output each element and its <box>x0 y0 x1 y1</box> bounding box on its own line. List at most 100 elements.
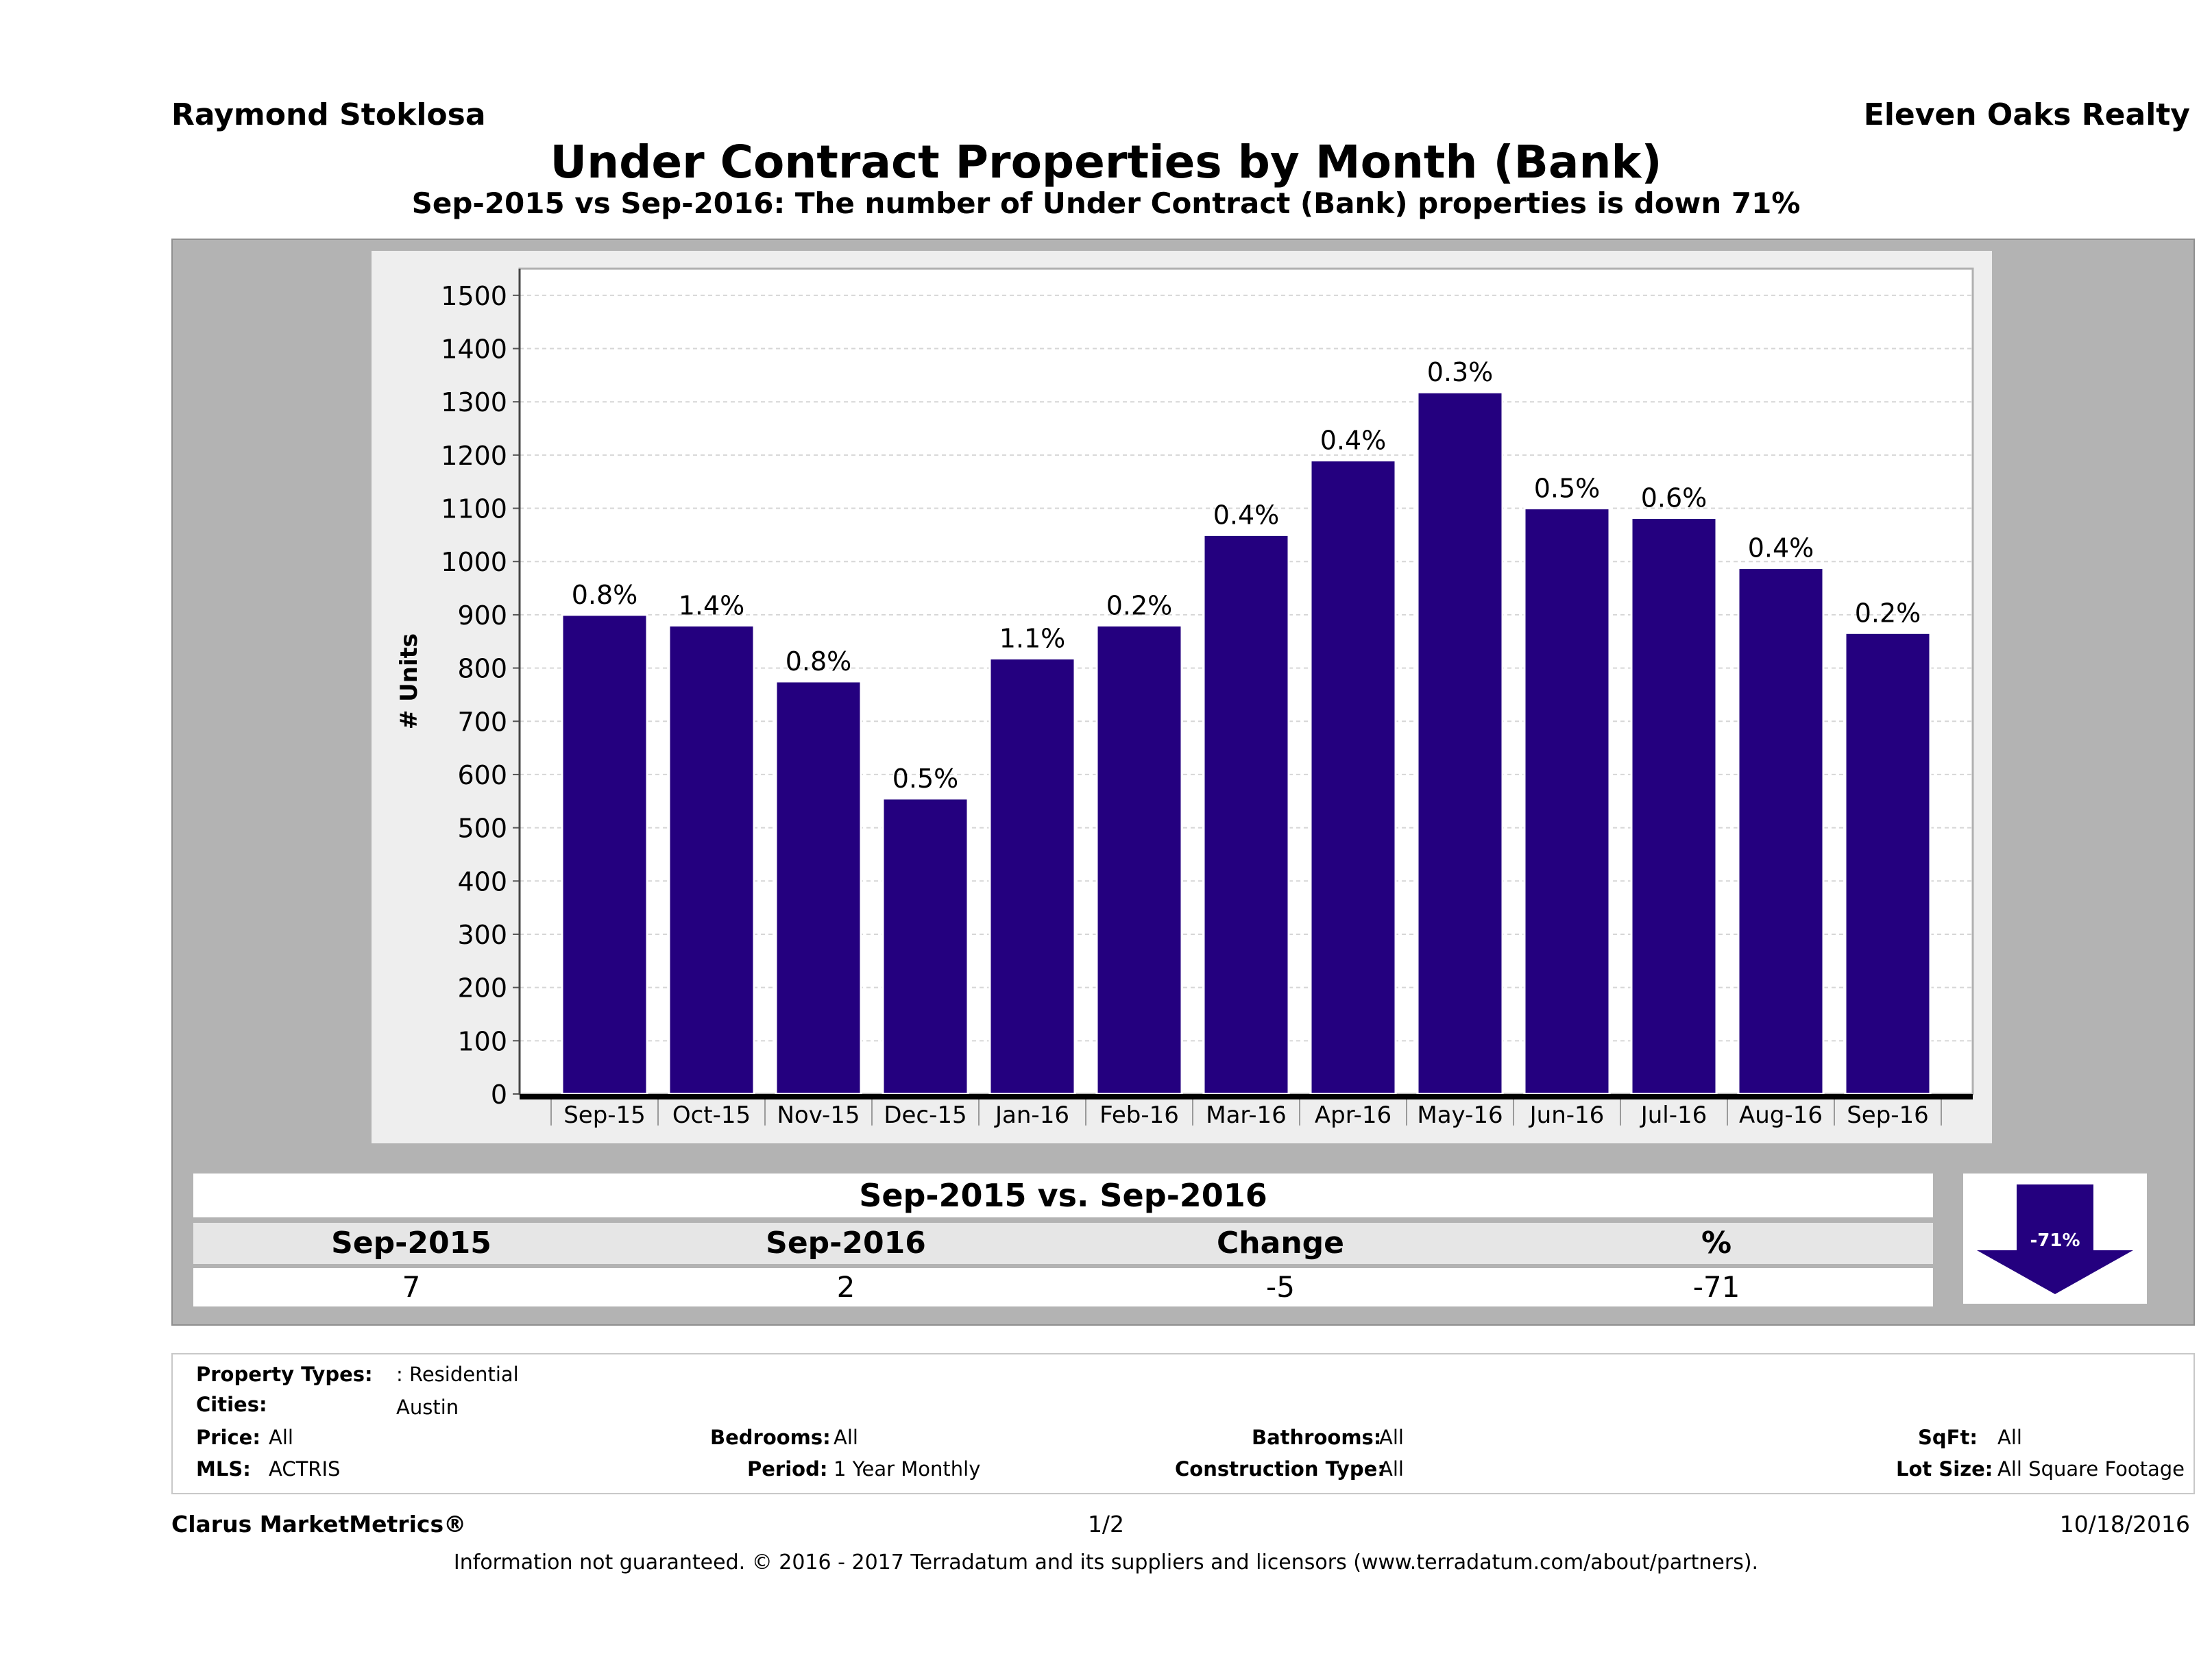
data-label: 0.4% <box>1320 426 1387 456</box>
data-label: 1.4% <box>679 590 745 620</box>
brand-name: Clarus MarketMetrics® <box>171 1511 467 1537</box>
data-label: 0.5% <box>1534 474 1601 504</box>
x-tick-label: Nov-15 <box>777 1102 860 1129</box>
price-label: Price: <box>196 1426 260 1449</box>
y-tick-label: 600 <box>457 760 507 790</box>
price-value: All <box>269 1426 293 1449</box>
y-tick-label: 400 <box>457 866 507 897</box>
agent-name: Raymond Stoklosa <box>171 97 486 132</box>
bar <box>1095 624 1183 1095</box>
property-types-value: : Residential <box>396 1363 519 1386</box>
bar <box>775 680 862 1095</box>
office-name: Eleven Oaks Realty <box>1863 97 2190 132</box>
bar <box>882 797 969 1095</box>
data-label: 0.8% <box>572 580 638 610</box>
comparison-value-row <box>193 1268 1933 1306</box>
y-tick-label: 900 <box>457 600 507 631</box>
cities-label: Cities: <box>196 1393 267 1416</box>
y-tick-label: 1200 <box>441 441 507 471</box>
x-tick-label: Sep-16 <box>1847 1102 1929 1129</box>
data-label: 0.2% <box>1106 590 1173 620</box>
x-tick-label: Jul-16 <box>1640 1102 1707 1129</box>
bedrooms-value: All <box>834 1426 858 1449</box>
mls-value: ACTRIS <box>269 1457 341 1481</box>
period-label: Period: <box>747 1457 828 1481</box>
mls-label: MLS: <box>196 1457 251 1481</box>
y-tick-label: 1000 <box>441 547 507 577</box>
report-subtitle: Sep-2015 vs Sep-2016: The number of Unde… <box>411 186 1801 220</box>
x-tick-label: May-16 <box>1417 1102 1503 1129</box>
header-percent: % <box>1701 1226 1732 1261</box>
data-label: 0.8% <box>786 646 852 677</box>
y-tick-label: 300 <box>457 920 507 950</box>
y-tick-label: 700 <box>457 707 507 737</box>
y-axis-label: # Units <box>396 633 423 729</box>
data-label: 0.5% <box>892 764 959 794</box>
bar <box>668 624 755 1095</box>
data-label: 0.2% <box>1855 598 1921 628</box>
report-date: 10/18/2016 <box>2059 1511 2190 1537</box>
header-sep-2016: Sep-2016 <box>766 1226 926 1261</box>
down-arrow-icon: -71% <box>1977 1184 2133 1294</box>
report-title: Under Contract Properties by Month (Bank… <box>550 136 1662 189</box>
bar <box>561 613 648 1095</box>
bar-chart: 0 100 200 300 400 500 600 700 800 900 1000 1100 1200… <box>396 267 1974 1129</box>
bar <box>1309 459 1397 1095</box>
value-sep-2016: 2 <box>836 1270 855 1304</box>
y-tick-label: 1300 <box>441 387 507 417</box>
y-tick-label: 1500 <box>441 281 507 311</box>
header-change: Change <box>1217 1226 1344 1261</box>
y-tick-label: 100 <box>457 1026 507 1056</box>
construction-type-value: All <box>1379 1457 1404 1481</box>
x-tick-label: Oct-15 <box>672 1102 751 1129</box>
bedrooms-label: Bedrooms: <box>710 1426 831 1449</box>
bar <box>1523 507 1611 1095</box>
lot-size-label: Lot Size: <box>1896 1457 1993 1481</box>
x-tick-label: Feb-16 <box>1099 1102 1179 1129</box>
y-tick-label: 500 <box>457 814 507 844</box>
cities-value: Austin <box>396 1396 459 1419</box>
data-label: 0.4% <box>1213 500 1280 530</box>
comparison-title: Sep-2015 vs. Sep-2016 <box>859 1177 1267 1214</box>
bar <box>1844 631 1932 1095</box>
y-tick-label: 200 <box>457 973 507 1004</box>
sqft-label: SqFt: <box>1918 1426 1978 1449</box>
x-tick-label: Dec-15 <box>884 1102 967 1129</box>
comparison-header-row <box>193 1223 1933 1264</box>
x-tick-label: Mar-16 <box>1206 1102 1287 1129</box>
y-tick-label: 0 <box>491 1080 507 1110</box>
change-indicator: -71% <box>1963 1174 2147 1304</box>
value-change: -5 <box>1266 1270 1295 1304</box>
header-sep-2015: Sep-2015 <box>331 1226 491 1261</box>
sqft-value: All <box>1997 1426 2022 1449</box>
disclaimer: Information not guaranteed. © 2016 - 201… <box>453 1551 1759 1574</box>
y-tick-label: 1100 <box>441 494 507 524</box>
x-tick-label: Sep-15 <box>563 1102 646 1129</box>
bar <box>1630 517 1718 1095</box>
data-label: 0.4% <box>1748 533 1814 563</box>
value-sep-2015: 7 <box>402 1270 421 1304</box>
change-indicator-label: -71% <box>2030 1230 2080 1251</box>
x-tick-label: Jun-16 <box>1529 1102 1605 1129</box>
data-label: 0.3% <box>1427 357 1494 387</box>
period-value: 1 Year Monthly <box>834 1457 981 1481</box>
bathrooms-label: Bathrooms: <box>1252 1426 1382 1449</box>
x-tick-label: Aug-16 <box>1739 1102 1823 1129</box>
bar <box>1202 533 1290 1095</box>
x-tick-label: Jan-16 <box>994 1102 1069 1129</box>
value-percent: -71 <box>1692 1270 1740 1304</box>
bar <box>988 657 1076 1095</box>
bar <box>1416 391 1504 1095</box>
x-tick-label: Apr-16 <box>1315 1102 1391 1129</box>
page-number: 1/2 <box>1087 1511 1125 1537</box>
construction-type-label: Construction Type: <box>1175 1457 1385 1481</box>
bathrooms-value: All <box>1379 1426 1404 1449</box>
filter-panel <box>171 1353 2195 1494</box>
data-label: 1.1% <box>999 624 1066 654</box>
y-tick-label: 800 <box>457 654 507 684</box>
y-tick-label: 1400 <box>441 335 507 365</box>
bar <box>1737 567 1825 1095</box>
property-types-label: Property Types: <box>196 1363 373 1386</box>
comparison-title-bar <box>193 1174 1933 1217</box>
data-label: 0.6% <box>1641 483 1707 513</box>
